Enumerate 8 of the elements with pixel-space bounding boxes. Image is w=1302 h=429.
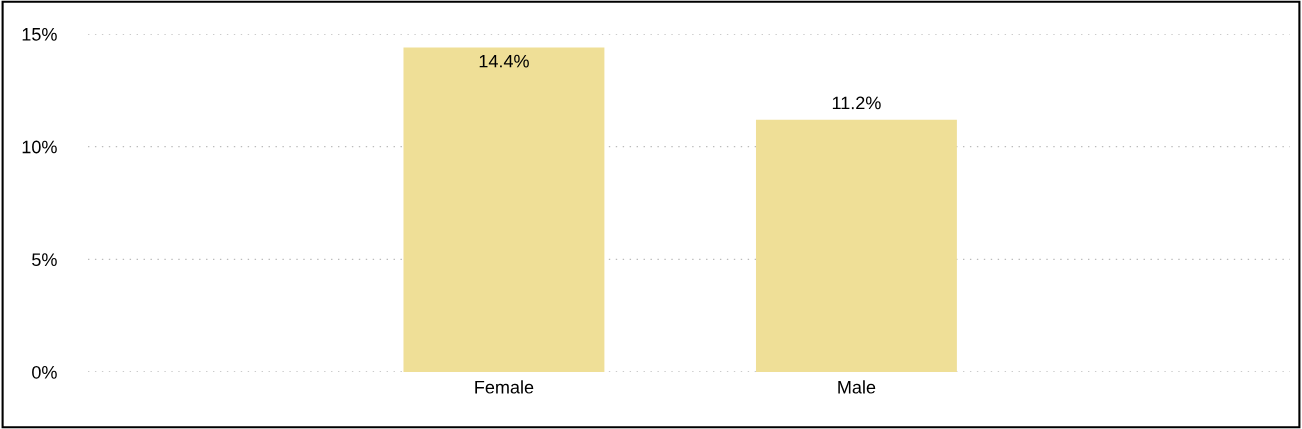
y-tick-label: 5% — [32, 253, 57, 267]
data-label: 11.2% — [832, 96, 881, 110]
y-tick-label: 0% — [32, 365, 57, 379]
x-tick-label: Male — [838, 380, 876, 394]
x-tick-label: Female — [475, 380, 534, 394]
data-label: 14.4% — [479, 54, 529, 68]
y-tick-label: 10% — [22, 140, 57, 154]
y-tick-label: 15% — [22, 28, 57, 41]
